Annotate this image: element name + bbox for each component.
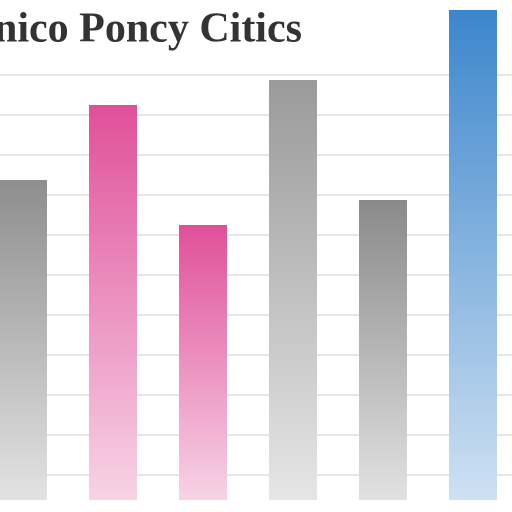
bar-fade xyxy=(449,10,497,500)
bar-fade xyxy=(359,200,407,500)
bar-fade xyxy=(179,225,227,500)
bar-fade xyxy=(269,80,317,500)
bar-fade xyxy=(89,105,137,500)
bar-fade xyxy=(0,180,47,500)
chart-title: nico Poncy Citics xyxy=(0,6,302,52)
